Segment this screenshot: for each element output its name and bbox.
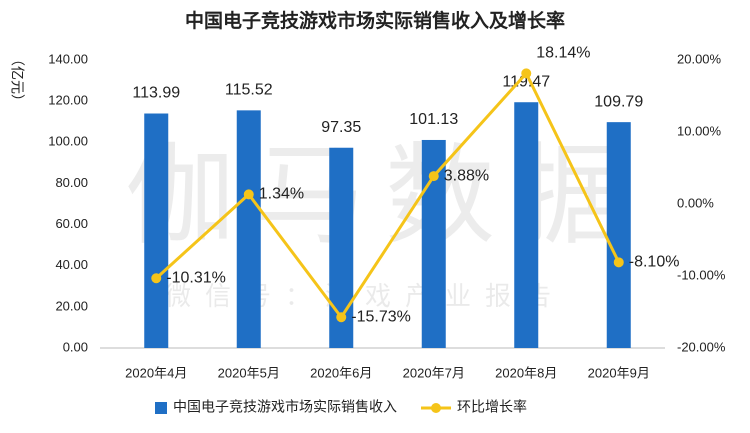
line-marker xyxy=(151,273,162,284)
line-marker xyxy=(428,171,439,182)
line-value-label: -8.10% xyxy=(629,254,680,271)
bar-value-label: 115.52 xyxy=(225,82,273,99)
y2-tick-label: -20.00% xyxy=(677,339,726,354)
line-value-label: 1.34% xyxy=(259,186,304,203)
bar-value-label: 109.79 xyxy=(594,93,643,110)
x-tick-label: 2020年6月 xyxy=(310,365,372,380)
line-marker xyxy=(243,189,254,200)
y-tick-label: 0.00 xyxy=(63,339,88,354)
legend-label: 中国电子竞技游戏市场实际销售收入 xyxy=(173,399,397,415)
y2-tick-label: -10.00% xyxy=(677,267,726,282)
chart-title: 中国电子竞技游戏市场实际销售收入及增长率 xyxy=(185,9,565,32)
line-marker xyxy=(336,312,347,323)
line-marker xyxy=(521,68,532,79)
bar xyxy=(606,122,631,348)
x-tick-label: 2020年8月 xyxy=(495,365,557,380)
line-value-label: -15.73% xyxy=(351,308,411,325)
bar-value-label: 113.99 xyxy=(132,85,180,102)
y2-tick-label: 10.00% xyxy=(677,123,722,138)
y2-tick-label: 20.00% xyxy=(677,51,722,66)
line-marker xyxy=(613,257,624,268)
line xyxy=(155,70,621,320)
x-tick-label: 2020年9月 xyxy=(588,365,650,380)
bar-value-label: 101.13 xyxy=(409,111,458,128)
legend-swatch xyxy=(155,402,167,414)
y-tick-label: 60.00 xyxy=(55,216,88,231)
legend-swatch-marker xyxy=(431,403,441,413)
line-value-label: 3.88% xyxy=(444,167,489,184)
y-tick-label: 120.00 xyxy=(48,93,88,108)
line-value-label: -10.31% xyxy=(166,269,226,286)
watermark-sub: 微信号：游戏产业报告 xyxy=(165,281,565,311)
y2-tick-label: 0.00% xyxy=(677,195,714,210)
bar xyxy=(236,110,261,348)
x-tick-label: 2020年7月 xyxy=(403,365,465,380)
x-tick-label: 2020年5月 xyxy=(218,365,280,380)
legend-label: 环比增长率 xyxy=(457,399,527,415)
bar xyxy=(144,113,169,348)
bar-value-label: 97.35 xyxy=(321,119,361,136)
line-value-label: 18.14% xyxy=(536,45,590,62)
y-tick-label: 20.00 xyxy=(55,298,88,313)
bar xyxy=(514,102,539,348)
y-axis-label: （亿元） xyxy=(9,52,25,108)
x-tick-label: 2020年4月 xyxy=(125,365,187,380)
watermark: 伽马数据 xyxy=(125,135,645,258)
y-tick-label: 80.00 xyxy=(55,175,88,190)
y-tick-label: 40.00 xyxy=(55,257,88,272)
y-tick-label: 140.00 xyxy=(48,51,88,66)
y-tick-label: 100.00 xyxy=(48,134,88,149)
